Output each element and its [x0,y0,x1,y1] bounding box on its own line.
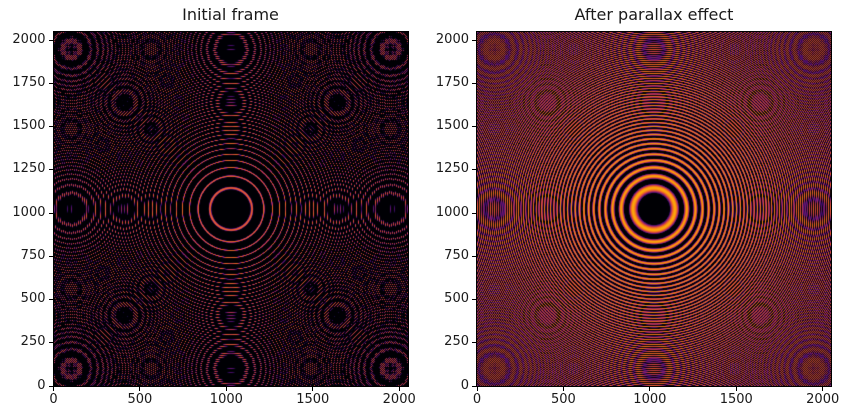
x-tick-label: 0 [472,392,482,407]
x-tick-mark [822,387,824,391]
y-tick-label: 2000 [12,31,46,47]
y-tick-mark [48,83,53,84]
plot-title-initial-frame: Initial frame [182,5,279,24]
y-tick-label: 1250 [435,161,469,177]
y-tick-mark [472,299,476,301]
y-tick-label: 500 [444,291,469,307]
x-tick-label: 500 [551,392,576,407]
y-tick-label: 0 [460,377,469,393]
axes-frame-left [52,31,409,387]
x-tick-mark [139,387,141,391]
subplot-after-parallax: After parallax effect 0 500 1000 1500 2000 0 2… [436,5,839,407]
x-tick-label: 1500 [296,392,330,407]
y-tick-label: 750 [444,247,469,263]
x-tick-mark [649,387,651,391]
ring-pattern-image-right [477,32,831,386]
y-tick-label: 1000 [435,204,469,220]
y-tick-mark [48,342,53,344]
x-tick-mark [225,387,227,391]
tick-layer-right: 0 500 1000 1500 2000 0 250 500 750 1000 1250 1500 17… [436,32,839,407]
y-tick-label: 250 [444,334,469,350]
x-tick-label: 2000 [806,392,840,407]
x-tick-mark [398,387,400,391]
x-tick-label: 500 [127,392,153,407]
y-tick-mark [472,212,476,214]
y-tick-mark [48,212,53,214]
ring-pattern-image-left [53,32,408,386]
y-tick-label: 500 [20,291,46,307]
y-tick-label: 1000 [12,204,46,220]
y-tick-mark [48,299,53,301]
x-tick-mark [735,387,737,391]
y-tick-mark [472,83,476,84]
axes-frame-right [476,31,832,387]
y-tick-mark [48,126,53,128]
y-tick-label: 1500 [12,118,46,134]
x-tick-label: 1000 [633,392,667,407]
x-tick-label: 1500 [719,392,753,407]
y-tick-mark [48,255,53,257]
y-tick-mark [48,169,53,171]
y-tick-label: 1750 [435,75,469,90]
x-tick-mark [53,387,54,391]
y-tick-label: 2000 [435,31,469,47]
x-tick-label: 0 [49,392,58,407]
plot-title-after-parallax: After parallax effect [574,5,734,24]
y-tick-mark [472,255,476,257]
y-tick-mark [472,126,476,128]
x-tick-label: 1000 [209,392,243,407]
y-tick-mark [472,342,476,344]
y-tick-label: 750 [20,247,46,263]
y-tick-mark [48,39,53,41]
x-tick-mark [562,387,564,391]
x-tick-label: 2000 [382,392,416,407]
y-tick-label: 1250 [12,161,46,177]
y-tick-mark [472,39,476,41]
x-tick-mark [476,387,478,391]
tick-layer-left: 0 500 1000 1500 2000 0 250 500 750 1000 1250 1500 17… [12,32,415,407]
y-tick-mark [472,385,476,387]
y-tick-label: 250 [20,334,46,350]
x-tick-mark [312,387,314,391]
y-tick-label: 1500 [435,118,469,134]
y-tick-label: 0 [37,377,46,393]
y-tick-mark [472,169,476,171]
y-tick-label: 1750 [12,75,46,90]
y-tick-mark [48,385,53,387]
subplot-initial-frame: Initial frame 0 500 1000 1500 2000 0 250 500 750… [12,5,415,407]
